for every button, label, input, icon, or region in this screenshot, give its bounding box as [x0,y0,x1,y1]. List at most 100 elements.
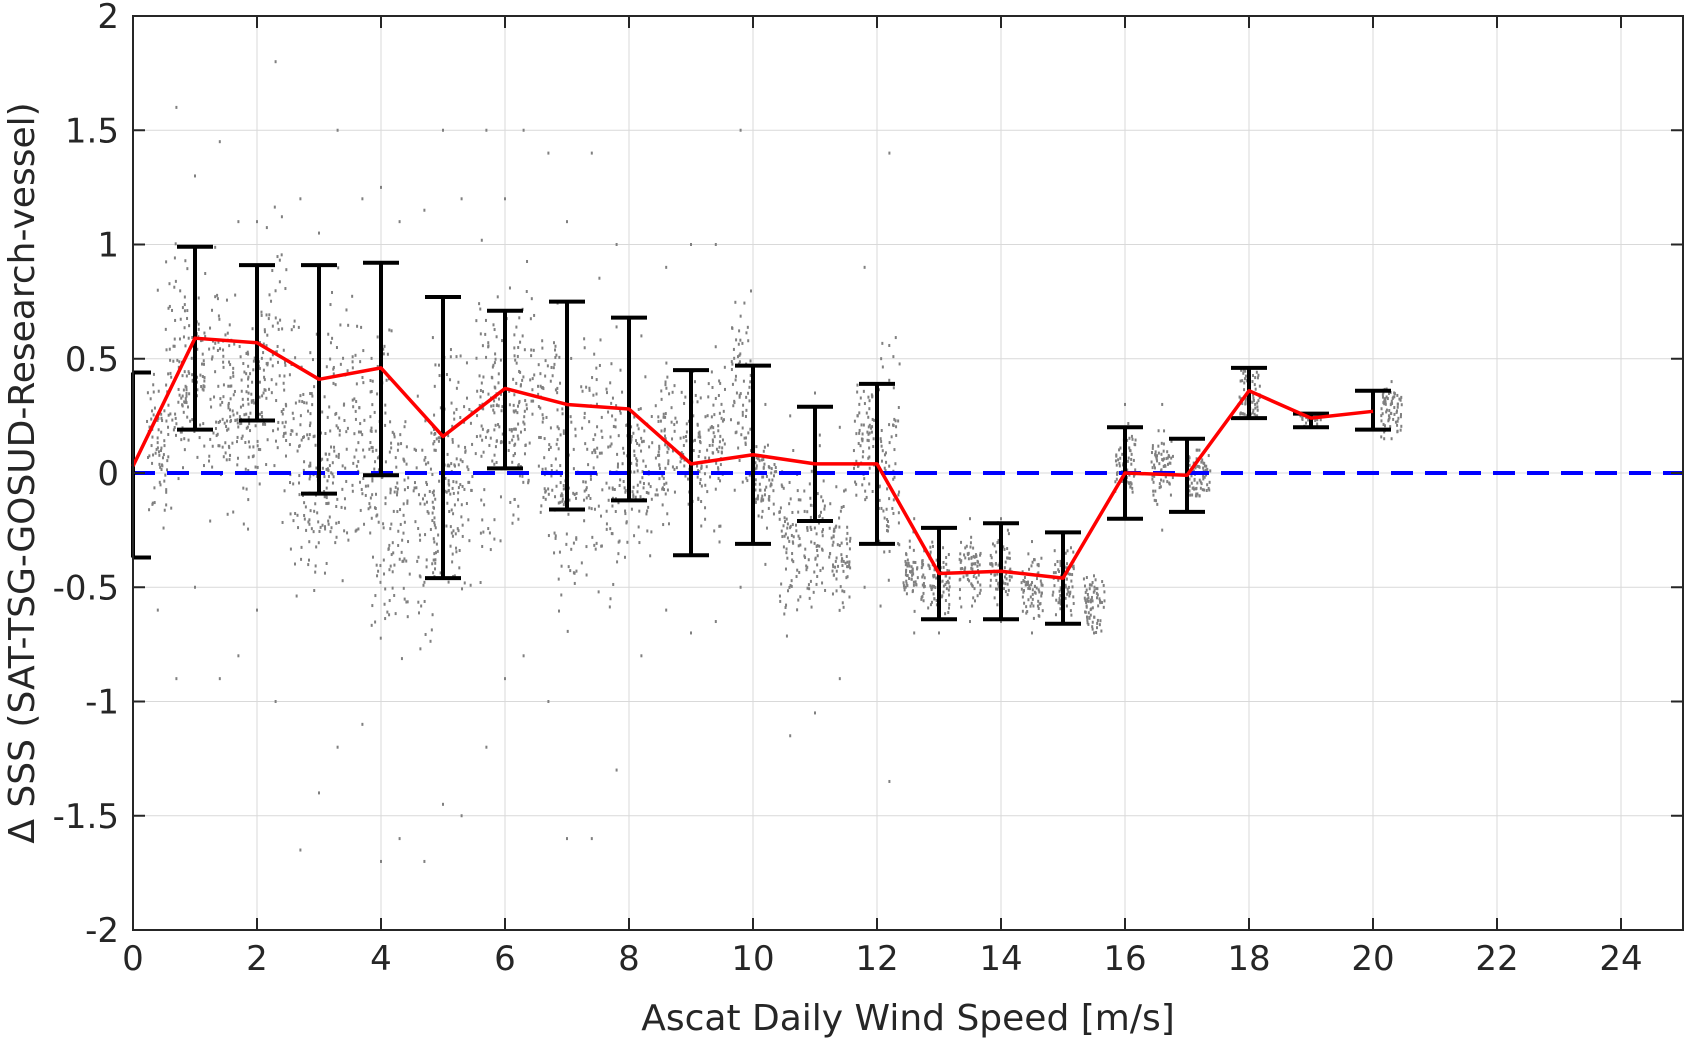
scatter-point [945,581,948,585]
scatter-point [739,585,742,589]
scatter-point [337,452,340,456]
scatter-point [497,381,500,385]
scatter-point [353,455,356,459]
scatter-point [996,572,999,576]
scatter-point [1393,412,1396,416]
scatter-point [932,574,935,578]
scatter-point [905,592,908,596]
scatter-point [813,570,816,574]
scatter-point [1390,437,1393,441]
scatter-point [170,375,173,379]
scatter-point [185,388,188,392]
scatter-point [646,529,649,533]
scatter-point [163,444,166,448]
scatter-point [260,313,263,317]
scatter-point [480,238,483,242]
scatter-point [370,356,373,360]
scatter-point [1393,406,1396,410]
scatter-point [1115,477,1118,481]
scatter-point [1400,424,1403,428]
scatter-point [783,520,786,524]
scatter-point [376,574,379,578]
scatter-point [1022,589,1025,593]
scatter-point [989,578,992,582]
scatter-point [921,595,924,599]
scatter-point [377,520,380,524]
scatter-point [1399,428,1402,432]
scatter-point [432,505,435,509]
scatter-point [232,371,235,375]
scatter-point [344,506,347,510]
scatter-point [532,348,535,352]
scatter-point [451,486,454,490]
scatter-point [362,349,365,353]
scatter-point [405,445,408,449]
scatter-point [212,431,215,435]
scatter-point [611,496,614,500]
scatter-point [1051,593,1054,597]
scatter-point [403,459,406,463]
scatter-point [585,488,588,492]
scatter-point [239,355,242,359]
scatter-point [161,456,164,460]
scatter-point [266,438,269,442]
scatter-point [513,427,516,431]
scatter-point [265,396,268,400]
scatter-point [487,344,490,348]
scatter-point [240,421,243,425]
scatter-point [1065,577,1068,581]
scatter-point [699,441,702,445]
scatter-point [162,526,165,530]
scatter-point [1204,468,1207,472]
scatter-point [611,504,614,508]
scatter-point [568,498,571,502]
scatter-point [783,612,786,616]
scatter-point [667,447,670,451]
scatter-point [515,325,518,329]
scatter-point [806,528,809,532]
scatter-point [703,472,706,476]
scatter-point [910,577,913,581]
scatter-point [431,491,434,495]
scatter-point [431,562,434,566]
scatter-point [880,357,883,361]
scatter-point [1383,424,1386,428]
scatter-point [706,448,709,452]
scatter-point [248,445,251,449]
scatter-point [519,430,522,434]
scatter-point [512,434,515,438]
scatter-point [709,475,712,479]
scatter-point [1155,457,1158,461]
scatter-point [399,522,402,526]
scatter-point [639,495,642,499]
scatter-point [175,677,178,681]
scatter-point [217,420,220,424]
scatter-point [373,467,376,471]
scatter-point [658,447,661,451]
scatter-point [1188,484,1191,488]
scatter-point [282,381,285,385]
scatter-point [165,488,168,492]
scatter-point [640,654,643,658]
scatter-point [898,543,901,547]
scatter-point [252,368,255,372]
y-tick-label: 2 [97,0,119,37]
scatter-point [552,366,555,370]
scatter-point [429,467,432,471]
scatter-point [362,476,365,480]
scatter-point [1059,601,1062,605]
scatter-point [479,388,482,392]
scatter-point [969,517,971,521]
scatter-point [721,438,724,442]
scatter-point [227,406,230,410]
scatter-point [1251,380,1254,384]
scatter-point [1385,410,1388,414]
scatter-point [512,377,515,381]
scatter-point [326,415,329,419]
scatter-point [219,347,222,351]
scatter-point [283,374,286,378]
scatter-point [379,636,382,640]
scatter-point [1400,403,1403,407]
scatter-point [495,439,498,443]
scatter-point [333,445,336,449]
